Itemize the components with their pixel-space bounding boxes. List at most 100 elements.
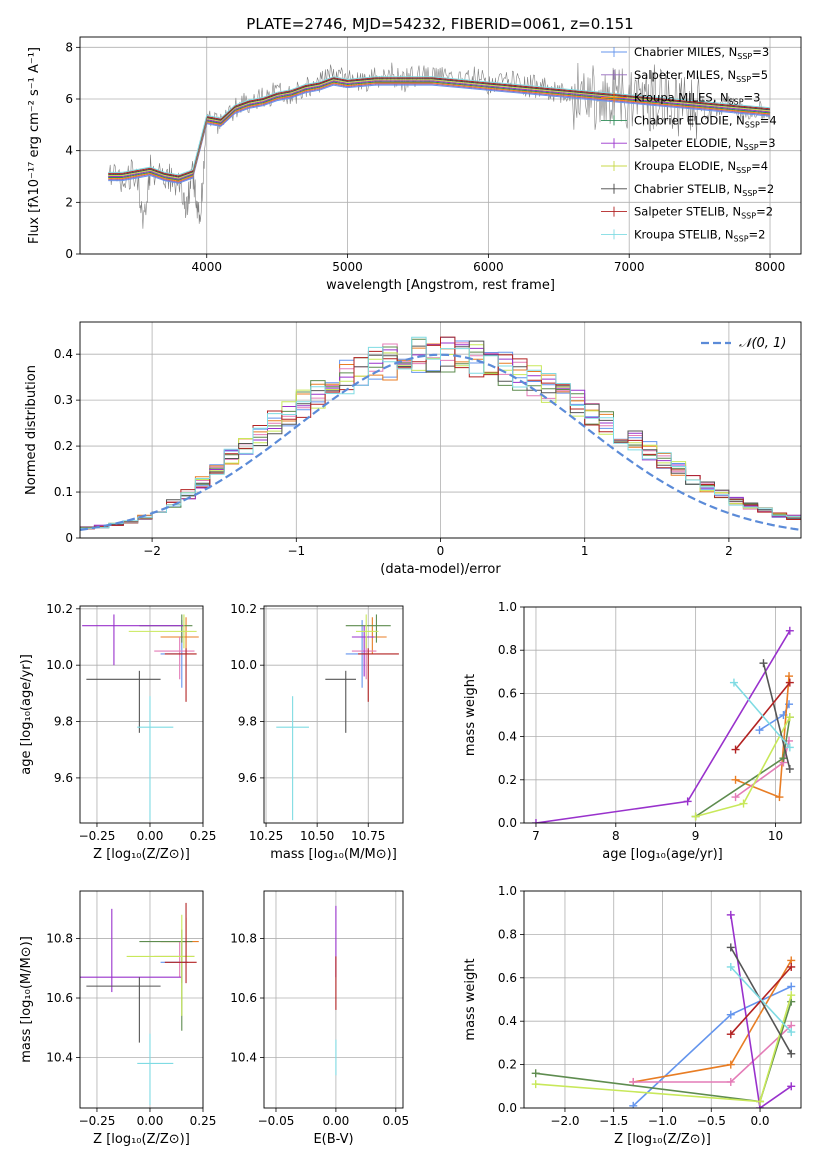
plot-area [107,62,771,229]
y-tick-label: 0.8 [498,643,517,657]
y-tick-label: 0.0 [498,816,517,830]
y-tick-label: 1.0 [498,884,517,898]
x-tick-label: 8 [612,829,620,843]
x-tick-label: 1 [581,544,589,558]
x-tick-label: −1 [287,544,305,558]
y-axis-label: mass weight [463,674,478,756]
plot-area [82,614,199,821]
y-tick-label: 0.1 [54,485,73,499]
x-tick-label: 8000 [755,260,786,274]
x-axis-label: Z [log₁₀(Z/Z⊙)] [614,1132,711,1147]
x-tick-label: −2 [143,544,161,558]
plot-area [80,902,199,1106]
y-tick-label: 1.0 [498,600,517,614]
x-tick-label: −2.0 [550,1114,579,1128]
y-tick-label: 10.2 [46,602,73,616]
weight-line [762,663,791,770]
model-spectrum-line [108,82,771,182]
y-tick-label: 10.8 [230,932,257,946]
legend-label: Salpeter STELIB, NSSP=2 [634,205,773,221]
x-axis-label: (data-model)/error [380,562,501,577]
model-spectrum-line [108,76,771,176]
y-tick-label: 10.0 [46,658,73,672]
x-tick-label: 0.25 [190,1114,217,1128]
y-tick-label: 9.8 [54,715,73,729]
x-tick-label: −0.25 [79,1114,116,1128]
y-tick-label: 0.2 [498,1058,517,1072]
y-tick-label: 10.6 [46,991,73,1005]
model-spectrum-line [108,79,771,179]
x-tick-label: 0.00 [137,829,164,843]
weight-vs-metallicity-panel: −2.0 −1.5 −1.0 −0.5 0.0 0.0 0.2 0.4 0.6 0.8 1.0 Z [… [463,884,802,1147]
y-tick-label: 10.2 [230,602,257,616]
x-tick-label: −0.25 [79,829,116,843]
x-tick-label: 7000 [614,260,645,274]
legend-label: Kroupa ELODIE, NSSP=4 [634,159,768,175]
model-spectrum-line [108,84,771,184]
x-tick-label: 10.75 [351,829,385,843]
x-tick-label: 0.05 [382,1114,409,1128]
y-tick-label: 0 [65,247,73,261]
x-tick-label: −0.5 [697,1114,726,1128]
x-tick-label: 4000 [191,260,222,274]
y-axis-label: Normed distribution [24,365,39,495]
x-tick-label: 0.00 [137,1114,164,1128]
y-tick-label: 10.4 [46,1050,73,1064]
x-axis-label: Z [log₁₀(Z/Z⊙)] [93,1132,190,1147]
spectrum-panel: 4000 5000 6000 7000 8000 0 2 4 6 8 wavelength [Ang… [27,36,802,293]
model-spectrum-line [108,83,771,183]
mass-vs-ebv-panel: −0.05 0.00 0.05 10.4 10.6 10.8 E(B-V) [230,890,409,1147]
age-vs-metallicity-panel: −0.25 0.00 0.25 9.6 9.8 10.0 10.2 Z [log₁₀(Z/Z⊙… [19,602,216,862]
axes-frame [79,36,802,255]
y-axis-label: mass weight [463,958,478,1040]
axes-frame [263,890,404,1109]
y-tick-label: 0.2 [498,773,517,787]
y-tick-label: 10.4 [230,1050,257,1064]
model-spectrum-line [108,80,771,180]
plot-area [531,910,796,1108]
y-tick-label: 0.4 [54,347,73,361]
x-tick-label: −1.0 [648,1114,677,1128]
y-tick-label: 0.8 [498,927,517,941]
x-tick-label: 7 [532,829,540,843]
y-tick-label: 8 [65,40,73,54]
y-tick-label: 10.0 [230,658,257,672]
y-axis-label: Flux [fλ10⁻¹⁷ erg cm⁻² s⁻¹ A⁻¹] [27,47,42,244]
x-tick-label: −1.5 [599,1114,628,1128]
x-tick-label: −0.05 [258,1114,295,1128]
model-spectrum-line [108,78,771,178]
x-axis-label: Z [log₁₀(Z/Z⊙)] [93,847,190,862]
weight-line [535,630,791,823]
legend-label: Chabrier STELIB, NSSP=2 [634,182,774,198]
legend-label: Salpeter ELODIE, NSSP=3 [634,136,776,152]
x-tick-label: 6000 [473,260,504,274]
age-vs-mass-panel: 10.25 10.50 10.75 9.6 9.8 10.0 10.2 mass [log₁₀… [230,602,404,862]
mass-vs-metallicity-panel: −0.25 0.00 0.25 10.4 10.6 10.8 Z [log₁₀(Z/Z⊙)]… [19,890,217,1147]
model-spectrum-line [108,81,771,181]
weight-vs-age-panel: 7 8 9 10 0.0 0.2 0.4 0.6 0.8 1.0 age [log₁₀(age/yr… [463,600,802,862]
x-tick-label: 9 [692,829,700,843]
x-tick-label: 10.25 [249,829,283,843]
x-tick-label: 10 [768,829,783,843]
y-tick-label: 0.3 [54,393,73,407]
x-tick-label: 0 [437,544,445,558]
x-tick-label: 0.0 [750,1114,769,1128]
histogram-step [80,336,801,530]
y-axis-label: age [log₁₀(age/yr)] [19,654,34,775]
y-axis-label: mass [log₁₀(M/M⊙)] [19,936,34,1063]
axes-frame [523,606,802,824]
y-tick-label: 10.8 [46,932,73,946]
y-tick-label: 9.6 [54,771,73,785]
plot-area [80,336,801,531]
y-tick-label: 0.0 [498,1101,517,1115]
y-tick-label: 6 [65,92,73,106]
y-tick-label: 0.4 [498,1014,517,1028]
x-tick-label: 5000 [332,260,363,274]
y-tick-label: 4 [65,144,73,158]
weight-line [730,914,792,1108]
x-tick-label: 0.25 [190,829,217,843]
x-tick-label: 10.50 [300,829,334,843]
legend-label: Salpeter MILES, NSSP=5 [634,68,768,84]
y-tick-label: 0.6 [498,971,517,985]
